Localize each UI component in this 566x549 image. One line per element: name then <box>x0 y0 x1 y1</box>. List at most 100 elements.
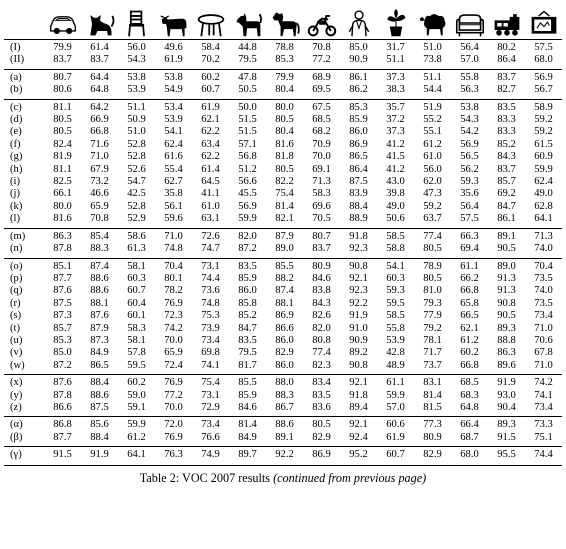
cell-cow: 76.9 <box>164 431 183 443</box>
cell-dog: 85.2 <box>238 310 257 322</box>
cell-motorbike: 84.3 <box>312 297 331 309</box>
cell-motorbike: 70.8 <box>303 39 340 55</box>
cell-person: 86.0 <box>349 126 368 138</box>
cell-horse: 86.0 <box>275 359 294 371</box>
row-label: (q) <box>10 285 23 297</box>
person-icon <box>348 10 369 37</box>
cell-horse: 81.4 <box>275 200 294 212</box>
cell-pottedplant: 31.7 <box>377 39 414 55</box>
caption-continued: (continued from previous page) <box>273 471 427 485</box>
cell-tvmonitor: 75.1 <box>534 431 553 443</box>
cell-diningtable: 63.4 <box>201 138 220 150</box>
row-label: (h) <box>10 163 23 175</box>
cell-dog: 56.6 <box>238 176 257 188</box>
cell-pottedplant: 41.2 <box>386 163 405 175</box>
cell-tvmonitor: 74.4 <box>525 446 562 464</box>
cell-tvmonitor: 73.3 <box>525 416 562 432</box>
category-header-sofa <box>451 4 488 40</box>
row-label: (k) <box>10 200 23 212</box>
cell-tvmonitor: 70.6 <box>534 334 553 346</box>
cell-diningtable: 74.9 <box>192 446 229 464</box>
cell-pottedplant: 41.5 <box>386 151 405 163</box>
cell-train: 89.0 <box>488 257 525 273</box>
row-label: (m) <box>4 227 44 244</box>
row-label: (j) <box>10 188 20 200</box>
cell-pottedplant: 59.5 <box>386 297 405 309</box>
cell-horse: 87.4 <box>275 285 294 297</box>
cell-tvmonitor: 56.9 <box>525 68 562 85</box>
cell-sheep: 51.1 <box>414 68 451 85</box>
cell-cow: 54.9 <box>164 84 183 96</box>
table-row: (g) 81.9 71.0 52.8 61.6 62.2 56.8 81.8 70.0 86.5 4… <box>4 151 562 163</box>
cell-car: 83.7 <box>53 54 72 66</box>
motorbike-icon <box>307 14 336 37</box>
cell-horse: 88.1 <box>275 297 294 309</box>
cell-sheep: 73.8 <box>423 54 442 66</box>
cell-train: 82.7 <box>497 84 516 96</box>
cell-person: 89.2 <box>349 347 368 359</box>
cell-car: 86.6 <box>53 401 72 413</box>
cell-car: 87.7 <box>53 272 72 284</box>
cell-horse: 80.4 <box>275 84 294 96</box>
table-row: (c) 81.1 64.2 51.1 53.4 61.9 50.0 80.0 67.5 85.3 3… <box>4 98 562 115</box>
cell-sofa: 66.2 <box>460 272 479 284</box>
cell-horse: 85.5 <box>266 257 303 273</box>
cell-tvmonitor: 73.5 <box>534 272 553 284</box>
cell-cat: 67.9 <box>90 163 109 175</box>
cell-dog: 85.8 <box>238 297 257 309</box>
cell-dog: 84.7 <box>238 322 257 334</box>
table-row: (x) 87.6 88.4 60.2 76.9 75.4 85.5 88.0 83.4 92.1 6… <box>4 374 562 390</box>
cell-cow: 59.6 <box>164 213 183 225</box>
cell-cat: 87.9 <box>90 322 109 334</box>
cell-diningtable: 75.3 <box>201 310 220 322</box>
cell-person: 92.3 <box>349 243 368 255</box>
cell-chair: 50.9 <box>127 114 146 126</box>
cell-car: 80.0 <box>53 200 72 212</box>
cell-car: 81.6 <box>53 213 72 225</box>
cell-horse: 88.0 <box>266 374 303 390</box>
cell-dog: 50.5 <box>238 84 257 96</box>
table-row: (m) 86.3 85.4 58.6 71.0 72.6 82.0 87.9 80.7 91.8 5… <box>4 227 562 244</box>
cell-motorbike: 67.5 <box>303 98 340 115</box>
cell-sheep: 47.3 <box>423 188 442 200</box>
cell-tvmonitor: 59.9 <box>534 163 553 175</box>
cell-person: 91.9 <box>349 310 368 322</box>
cell-pottedplant: 49.0 <box>386 200 405 212</box>
table-row: (u) 85.3 87.3 58.1 70.0 73.4 83.5 86.0 80.8 90.9 5… <box>4 335 562 347</box>
cell-train: 95.5 <box>488 446 525 464</box>
cell-cat: 61.4 <box>81 39 118 55</box>
table-caption: Table 2: VOC 2007 results (continued fro… <box>0 471 566 486</box>
table-row: (l) 81.6 70.8 52.9 59.6 63.1 59.9 82.1 70.5 88.9 5… <box>4 213 562 228</box>
cell-dog: 50.0 <box>229 98 266 115</box>
cell-dog: 45.5 <box>238 188 257 200</box>
cell-pottedplant: 37.3 <box>377 68 414 85</box>
cell-cow: 61.9 <box>164 54 183 66</box>
cell-motorbike: 58.3 <box>312 188 331 200</box>
cell-pottedplant: 38.3 <box>386 84 405 96</box>
cell-diningtable: 76.6 <box>201 431 220 443</box>
row-label: (u) <box>10 334 23 346</box>
cell-motorbike: 82.3 <box>312 359 331 371</box>
cell-sofa: 56.9 <box>460 138 479 150</box>
cell-cow: 74.2 <box>164 322 183 334</box>
table-row: (r) 87.5 88.1 60.4 76.9 74.8 85.8 88.1 84.3 92.2 5… <box>4 298 562 310</box>
cell-sofa: 56.5 <box>460 151 479 163</box>
cell-cow: 55.4 <box>164 163 183 175</box>
cell-cow: 70.0 <box>164 334 183 346</box>
category-icon-row <box>4 4 562 40</box>
cell-diningtable: 60.2 <box>192 68 229 85</box>
cell-person: 87.5 <box>349 176 368 188</box>
cell-person: 90.9 <box>349 334 368 346</box>
cell-sofa: 57.0 <box>460 54 479 66</box>
tv-icon <box>531 10 556 34</box>
category-header-tvmonitor <box>525 4 562 40</box>
cat-icon <box>89 15 114 36</box>
cell-pottedplant: 43.0 <box>386 176 405 188</box>
cell-chair: 52.6 <box>127 163 146 175</box>
table-row: (e) 80.5 66.8 51.0 54.1 62.2 51.5 80.4 68.2 86.0 3… <box>4 126 562 138</box>
cell-pottedplant: 54.1 <box>377 257 414 273</box>
cell-pottedplant: 42.8 <box>386 347 405 359</box>
cell-cow: 74.8 <box>164 243 183 255</box>
horse-icon <box>272 12 300 37</box>
cell-sofa: 54.3 <box>460 114 479 126</box>
